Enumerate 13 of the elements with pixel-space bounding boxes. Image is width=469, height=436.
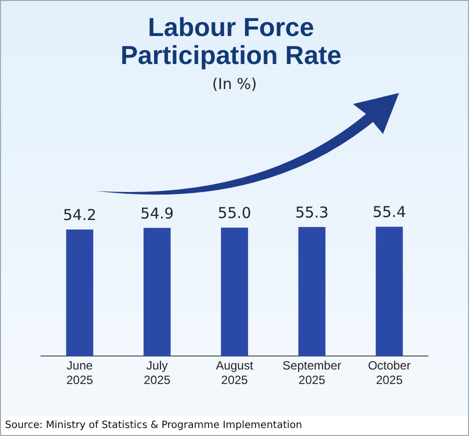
- x-tick-label: October 2025: [368, 358, 411, 388]
- data-label: 55.4: [372, 203, 406, 222]
- chart-subtitle: (In %): [211, 75, 258, 93]
- x-tick-label: September 2025: [282, 358, 342, 388]
- x-tick-label: August 2025: [216, 358, 254, 388]
- x-tick-label: July 2025: [144, 358, 171, 388]
- source-note: Source: Ministry of Statistics & Programme Implementation: [1, 416, 468, 435]
- data-label: 55.3: [295, 203, 329, 222]
- chart-title: Labour Force Participation Rate: [119, 12, 343, 70]
- x-tick-label: June 2025: [66, 358, 94, 388]
- data-label: 55.0: [218, 204, 252, 222]
- data-label: 54.2: [62, 206, 96, 224]
- data-label: 54.9: [140, 204, 174, 222]
